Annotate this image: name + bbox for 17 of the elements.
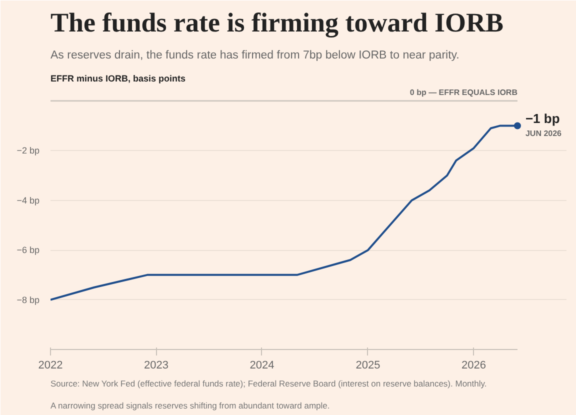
x-tick-label: 2026 — [461, 360, 486, 372]
text: A narrowing spread signals reserves shifting from abundant toward ample. — [50, 400, 330, 410]
y-tick-label: −2 bp — [16, 146, 40, 156]
chart-subtitle: As reserves drain, the funds rate has firmed from 7bp below IORB to near parity. — [50, 50, 460, 62]
annotation: JUN 2026 — [525, 128, 562, 138]
ref-line-label: 0 bp — EFFR EQUALS IORB — [410, 88, 518, 97]
y-tick-label: −4 bp — [16, 195, 40, 206]
y-tick-label: −6 bp — [16, 245, 40, 256]
y-axis-title: EFFR minus IORB, basis points — [50, 74, 186, 84]
y-tick-label: −8 bp — [16, 294, 40, 305]
x-tick-label: 2023 — [144, 360, 168, 372]
annotation: −1 bp — [525, 110, 560, 126]
x-tick-label: 2024 — [250, 360, 274, 372]
x-tick-label: 2022 — [38, 360, 63, 372]
chart-title: The funds rate is firming toward IORB — [50, 8, 504, 38]
source-note: Source: New York Fed (effective federal funds rate); Federal Reserve Board (interest on reserve balances). Monthly. — [50, 378, 487, 388]
x-tick-label: 2025 — [356, 360, 380, 372]
